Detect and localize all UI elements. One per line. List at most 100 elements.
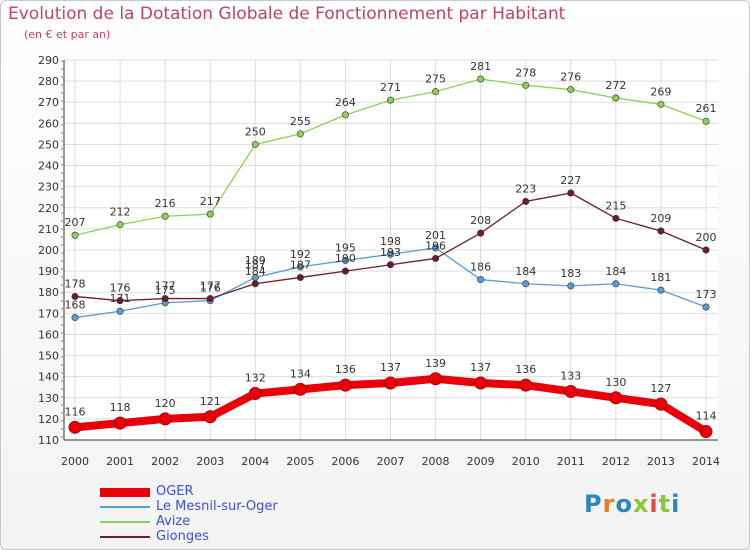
data-point: [477, 75, 485, 83]
legend-item: Avize: [100, 514, 360, 529]
data-label: 216: [155, 197, 176, 210]
data-point: [612, 94, 620, 102]
data-label: 215: [605, 199, 626, 212]
legend-swatch: [100, 536, 150, 538]
data-label: 187: [245, 258, 266, 271]
data-point: [474, 376, 488, 390]
data-label: 130: [605, 376, 626, 389]
data-label: 192: [290, 248, 311, 261]
data-point: [71, 231, 79, 239]
x-tick-label: 2005: [286, 455, 314, 468]
x-tick-label: 2006: [331, 455, 359, 468]
y-tick-label: 190: [38, 265, 59, 278]
data-point: [338, 378, 352, 392]
data-label: 173: [696, 288, 717, 301]
legend-swatch: [100, 488, 150, 497]
data-label: 168: [65, 299, 86, 312]
data-label: 189: [245, 254, 266, 267]
data-point: [432, 244, 440, 252]
data-point: [567, 86, 575, 94]
data-label: 177: [155, 280, 176, 293]
data-point: [654, 397, 668, 411]
data-point: [522, 81, 530, 89]
data-point: [206, 210, 214, 218]
data-point: [612, 280, 620, 288]
data-point: [251, 280, 259, 288]
y-tick-label: 230: [38, 181, 59, 194]
data-label: 271: [380, 81, 401, 94]
data-label: 127: [650, 382, 671, 395]
data-point: [429, 372, 443, 386]
data-label: 198: [380, 235, 401, 248]
data-point: [71, 292, 79, 300]
data-label: 132: [245, 372, 266, 385]
data-label: 116: [65, 405, 86, 418]
legend: OGER Le Mesnil-sur-Oger Avize Gionges: [100, 484, 360, 544]
legend-label: Avize: [156, 514, 191, 529]
data-label: 136: [335, 363, 356, 376]
data-label: 201: [425, 229, 446, 242]
series-le-mesnil-sur-oger: 1681711751761871921951981861841831841811…: [65, 235, 717, 322]
legend-item: Le Mesnil-sur-Oger: [100, 499, 360, 514]
data-label: 177: [200, 280, 221, 293]
data-label: 272: [605, 79, 626, 92]
x-tick-label: 2007: [377, 455, 405, 468]
data-point: [386, 261, 394, 269]
legend-item: OGER: [100, 484, 360, 499]
data-point: [477, 229, 485, 237]
y-tick-label: 180: [38, 286, 59, 299]
brand-letter: P: [584, 490, 603, 518]
y-tick-label: 210: [38, 223, 59, 236]
data-point: [293, 382, 307, 396]
data-point: [702, 303, 710, 311]
x-tick-label: 2002: [151, 455, 179, 468]
legend-item: Gionges: [100, 529, 360, 544]
legend-label: Gionges: [156, 529, 209, 544]
data-label: 176: [200, 282, 221, 295]
data-point: [116, 221, 124, 229]
data-label: 114: [696, 410, 717, 423]
x-tick-label: 2008: [422, 455, 450, 468]
data-point: [203, 410, 217, 424]
x-tick-label: 2009: [467, 455, 495, 468]
x-tick-label: 2014: [692, 455, 720, 468]
data-label: 276: [560, 71, 581, 84]
data-label: 250: [245, 125, 266, 138]
data-label: 184: [245, 265, 266, 278]
brand-letter: t: [658, 490, 672, 518]
data-point: [386, 96, 394, 104]
data-label: 223: [515, 182, 536, 195]
data-point: [612, 214, 620, 222]
data-label: 137: [380, 361, 401, 374]
data-point: [113, 416, 127, 430]
data-label: 281: [470, 60, 491, 73]
data-point: [384, 376, 397, 390]
data-point: [699, 425, 713, 439]
data-label: 120: [155, 397, 176, 410]
data-point: [116, 297, 124, 305]
data-point: [567, 282, 575, 290]
x-tick-label: 2010: [512, 455, 540, 468]
data-point: [71, 314, 79, 322]
data-point: [248, 387, 262, 401]
data-point: [522, 280, 530, 288]
data-label: 184: [515, 265, 536, 278]
data-point: [609, 391, 623, 405]
data-point: [702, 246, 710, 254]
data-label: 269: [650, 85, 671, 98]
y-tick-label: 130: [38, 392, 59, 405]
y-tick-label: 220: [38, 202, 59, 215]
x-tick-label: 2001: [106, 455, 134, 468]
brand-letter: i: [671, 490, 681, 518]
y-tick-label: 240: [38, 160, 59, 173]
data-label: 261: [696, 102, 717, 115]
x-tick-label: 2003: [196, 455, 224, 468]
x-tick-label: 2013: [647, 455, 675, 468]
series-oger: 116 118 120 121 132 134 136 137 139 137 136 133 130 1…: [65, 357, 717, 439]
data-label: 184: [605, 265, 626, 278]
y-tick-label: 200: [38, 244, 59, 257]
legend-swatch: [100, 521, 150, 523]
data-point: [477, 276, 485, 284]
data-point: [341, 111, 349, 119]
y-tick-label: 260: [38, 117, 59, 130]
